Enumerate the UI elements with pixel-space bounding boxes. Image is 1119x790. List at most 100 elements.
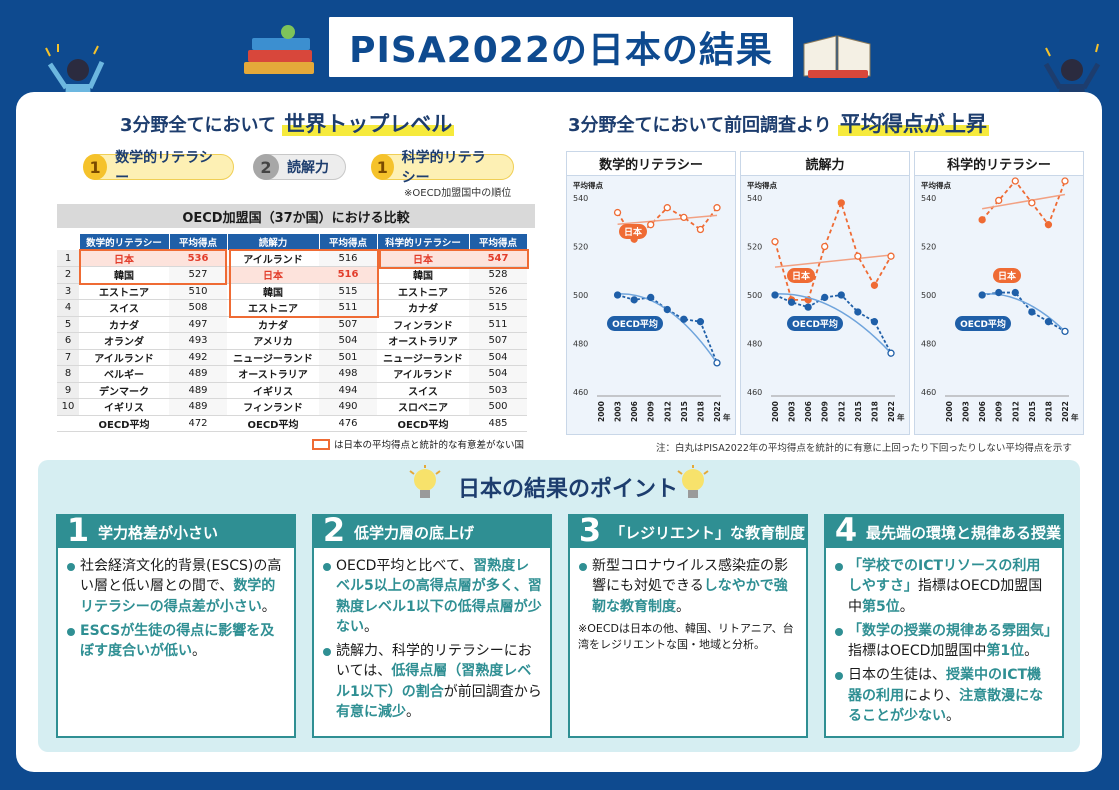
point-item: 新型コロナウイルス感染症の影響にも対処できるしなやかで強靭な教育制度。 — [578, 556, 798, 617]
point-text: 第5位 — [862, 598, 900, 615]
table-header-blank — [57, 233, 79, 250]
table-cell: 526 — [469, 283, 527, 300]
table-cell: 472 — [169, 415, 227, 432]
data-point — [887, 252, 895, 260]
table-cell: ニュージーランド — [227, 349, 319, 366]
point-text: 読解力、科学的リテラシーにおいては、 — [336, 643, 532, 680]
right-heading-prefix: 3分野全てにおいて前回調査より — [568, 115, 832, 136]
data-point — [870, 281, 879, 289]
legend-square-icon — [312, 438, 330, 450]
table-cell: 501 — [319, 349, 377, 366]
data-point — [713, 204, 721, 212]
point-text: 日本の生徒は、 — [848, 667, 946, 684]
point-title: 学力格差が小さい — [98, 523, 219, 542]
y-axis-label: 平均得点 — [573, 180, 603, 190]
left-section-heading: 3分野全てにおいて 世界トップレベル — [120, 108, 455, 138]
chart-title: 数学的リテラシー — [567, 152, 735, 176]
trend-line — [982, 293, 1066, 332]
point-text: 第1位 — [986, 643, 1025, 660]
x-tick-label: 2012 — [837, 401, 846, 422]
table-cell: ニュージーランド — [377, 349, 469, 366]
legend-text: は日本の平均得点と統計的な有意差がない国 — [334, 440, 525, 451]
data-point — [1028, 199, 1036, 207]
table-cell: 515 — [319, 283, 377, 300]
table-cell — [57, 415, 79, 432]
x-tick-label: 2018 — [696, 401, 705, 422]
table-row: 10 イギリス 489 フィンランド 490 スロベニア 500 — [57, 398, 527, 416]
table-cell: 485 — [469, 415, 527, 432]
y-tick-label: 480 — [747, 340, 762, 349]
table-cell: ベルギー — [79, 365, 169, 383]
line-chart: 平均得点 460 480 500 520 540 2000 2003 2006 2009 2012 2… — [921, 177, 1079, 422]
data-point — [787, 298, 796, 306]
lightbulb-icon — [409, 465, 441, 498]
table-cell: フィンランド — [377, 316, 469, 333]
table-row: 6 オランダ 493 アメリカ 504 オーストラリア 507 — [57, 332, 527, 350]
table-cell: 510 — [169, 283, 227, 300]
table-cell: アイルランド — [227, 250, 319, 267]
point-card-body: OECD平均と比べて、習熟度レベル5以上の高得点層が多く、習熟度レベル1以下の低… — [322, 556, 542, 726]
data-point — [771, 238, 779, 246]
data-point — [978, 291, 986, 299]
left-heading-highlight: 世界トップレベル — [282, 112, 455, 136]
x-tick-label: 2022 — [887, 401, 896, 422]
y-tick-label: 500 — [747, 291, 762, 300]
point-text: 。 — [946, 708, 960, 725]
data-point — [1061, 177, 1069, 185]
comparison-title: OECD加盟国（37か国）における比較 — [57, 204, 535, 228]
table-cell: 494 — [319, 382, 377, 399]
table-cell: 9 — [57, 382, 79, 399]
table-header: 平均得点 — [318, 233, 378, 251]
point-item: 社会経済文化的背景(ESCS)の高い層と低い層との間で、数学的リテラシーの得点差… — [66, 556, 286, 617]
data-point — [1061, 327, 1069, 336]
table-cell: スイス — [79, 299, 169, 317]
table-cell: 6 — [57, 332, 79, 350]
table-cell: スロベニア — [377, 398, 469, 416]
table-cell: OECD平均 — [79, 415, 169, 432]
medal-icon: 1 — [83, 154, 108, 180]
table-row: 2 韓国 527 日本 516 韓国 528 — [57, 266, 527, 284]
x-tick-label: 2009 — [995, 401, 1004, 422]
table-cell: 497 — [169, 316, 227, 333]
line-chart: 平均得点 460 480 500 520 540 2000 2003 2006 2009 2012 2… — [573, 180, 731, 422]
table-cell: 511 — [319, 299, 377, 317]
open-book-icon — [803, 35, 871, 78]
data-point — [995, 288, 1003, 297]
x-tick-label: 2012 — [663, 401, 672, 422]
data-point — [804, 303, 812, 311]
data-point — [630, 296, 638, 304]
table-cell: 507 — [319, 316, 377, 333]
point-text: 指標はOECD加盟国中 — [848, 643, 987, 660]
chart-panel: 科学的リテラシー 平均得点 460 480 500 520 540 2000 2003 2006 2… — [914, 151, 1084, 435]
data-point — [870, 318, 879, 326]
point-card-header: 1 学力格差が小さい — [58, 511, 294, 549]
x-axis-label: 年 — [723, 412, 731, 422]
series-label-badge — [993, 268, 1021, 283]
x-tick-label: 2022 — [1061, 401, 1070, 422]
point-text: ESCSが生徒の得点に影響を及ぼす度合いが低い — [80, 622, 275, 660]
line-chart: 平均得点 460 480 500 520 540 2000 2003 2006 2009 2012 2… — [747, 180, 905, 422]
point-text: 低得点層（習熟度レベル1以下）の割合 — [336, 663, 532, 700]
y-tick-label: 500 — [573, 291, 588, 300]
point-number: 2 — [322, 511, 346, 549]
table-cell: 日本 — [377, 250, 469, 267]
rank-note: ※OECD加盟国中の順位 — [404, 188, 512, 199]
y-tick-label: 520 — [573, 243, 588, 252]
data-point — [978, 216, 986, 224]
data-point — [1028, 308, 1036, 316]
table-cell: 515 — [469, 299, 527, 317]
point-text: 。 — [676, 598, 690, 615]
right-heading-highlight: 平均得点が上昇 — [837, 112, 989, 136]
table-cell: 498 — [319, 365, 377, 383]
y-tick-label: 520 — [921, 243, 936, 252]
point-text: 。 — [364, 618, 378, 635]
y-tick-label: 460 — [573, 388, 588, 397]
point-text: 。 — [192, 643, 206, 660]
point-text: 社会経済文化的背景(ESCS)の高い層と低い層との間で、 — [80, 558, 282, 595]
table-cell: 508 — [169, 299, 227, 317]
series-label: OECD平均 — [792, 318, 838, 330]
table-cell: OECD平均 — [377, 415, 469, 432]
series-label-badge — [955, 316, 1011, 331]
table-cell: カナダ — [227, 316, 319, 333]
point-note: ※OECDは日本の他、韓国、リトアニア、台湾をレジリエントな国・地域と分析。 — [578, 621, 794, 651]
